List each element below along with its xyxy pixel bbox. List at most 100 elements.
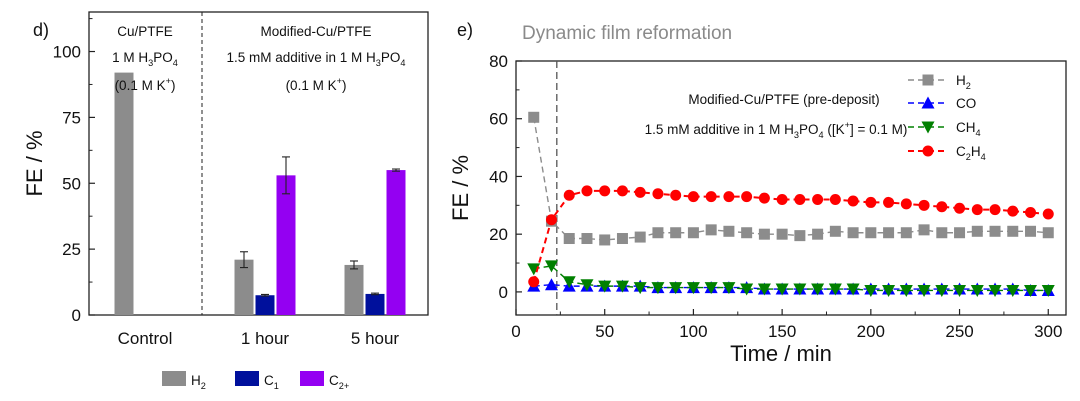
- point-ch4: [775, 283, 789, 296]
- point-h2: [528, 111, 540, 123]
- point-ch4: [917, 284, 931, 297]
- point-h2: [971, 225, 983, 237]
- point-c2h4: [758, 192, 770, 204]
- bar-c2+-2: [386, 170, 406, 315]
- legend-label-c1: C1: [264, 373, 279, 391]
- y-tick-label-e-part: 20: [489, 225, 508, 244]
- y-tick-label-e-part: 40: [489, 167, 508, 186]
- annotation-left-title-part: Cu/PTFE: [117, 24, 173, 39]
- point-ch4: [669, 282, 683, 295]
- point-c2h4: [989, 204, 1001, 216]
- legend-swatch-h2: [162, 371, 186, 386]
- legend-label-h2-part: 2: [201, 381, 206, 391]
- annotation-right-line3: (0.1 M K+): [286, 76, 347, 93]
- point-h2: [616, 233, 628, 245]
- annotation-e-line2-part: 4: [819, 130, 824, 140]
- point-c2h4: [599, 185, 611, 197]
- annotation-left-line2-part: 3: [148, 58, 153, 68]
- point-h2: [599, 234, 611, 246]
- x-tick-label-e-part: 50: [595, 322, 614, 341]
- x-tick-label-e: 250: [945, 322, 973, 341]
- point-h2: [634, 231, 646, 243]
- legend-label-h2: H2: [191, 373, 206, 391]
- point-h2: [794, 230, 806, 242]
- point-ch4: [1041, 284, 1055, 297]
- legend-label-ch4-part: 4: [976, 128, 981, 138]
- legend-label-c2h4: C2H4: [956, 144, 986, 162]
- x-axis-title-e: Time / min: [730, 341, 832, 366]
- legend-label-h2-part: H: [191, 373, 201, 388]
- y-tick-label-d: 50: [62, 174, 81, 193]
- legend-label-c2+-part: C: [329, 373, 339, 388]
- bar-h2-2: [344, 264, 364, 315]
- annotation-right-line2-part: 3: [376, 58, 381, 68]
- point-ch4: [704, 282, 718, 295]
- point-h2: [883, 227, 895, 239]
- y-tick-label-d-part: 75: [62, 108, 81, 127]
- point-ch4: [740, 283, 754, 296]
- series-line-ch4: [533, 265, 1049, 292]
- point-c2h4: [687, 191, 699, 203]
- point-co: [544, 278, 558, 291]
- y-tick-label-e: 20: [489, 225, 508, 244]
- annotation-e-line2-part: ] = 0.1 M): [850, 122, 907, 137]
- x-tick-label-e-part: 150: [768, 322, 796, 341]
- bar-c2+-1: [276, 175, 296, 315]
- bar-h2-1: [234, 259, 254, 315]
- legend-label-c2h4-part: 4: [981, 152, 986, 162]
- point-c2h4: [545, 214, 557, 226]
- point-h2: [652, 227, 664, 239]
- legend-marker-co: [921, 96, 935, 109]
- annotation-left-line2-part: 1 M H: [112, 50, 148, 65]
- point-ch4: [686, 282, 700, 295]
- annotation-e-line2-part: ([K: [824, 122, 845, 137]
- point-c2h4: [865, 196, 877, 208]
- point-ch4: [864, 284, 878, 297]
- legend-label-co: CO: [956, 96, 976, 111]
- point-h2: [705, 224, 717, 236]
- y-tick-label-e-part: 0: [499, 283, 508, 302]
- point-h2: [1042, 227, 1054, 239]
- y-tick-label-d-part: 25: [62, 240, 81, 259]
- point-h2: [865, 227, 877, 239]
- x-category-label-d: 5 hour: [351, 329, 400, 348]
- point-h2: [954, 227, 966, 239]
- x-axis-title-e-part: Time / min: [730, 341, 832, 366]
- y-tick-label-d: 100: [53, 43, 81, 62]
- annotation-left-title: Cu/PTFE: [117, 24, 173, 39]
- point-ch4: [562, 276, 576, 289]
- x-tick-label-e: 150: [768, 322, 796, 341]
- point-h2: [776, 228, 788, 240]
- point-h2: [563, 233, 575, 245]
- point-ch4: [722, 282, 736, 295]
- y-tick-label-d: 0: [72, 306, 81, 325]
- point-c2h4: [812, 194, 824, 206]
- annotation-e-line2-part: 1.5 mM additive in 1 M H: [645, 122, 794, 137]
- point-h2: [723, 225, 735, 237]
- point-ch4: [615, 280, 629, 293]
- point-c2h4: [670, 189, 682, 201]
- legend-label-co-part: CO: [956, 96, 976, 111]
- point-h2: [936, 227, 948, 239]
- legend-label-c2+-part: 2+: [339, 381, 349, 391]
- point-ch4: [846, 283, 860, 296]
- point-c2h4: [847, 195, 859, 207]
- y-tick-label-d-part: 100: [53, 43, 81, 62]
- point-h2: [918, 224, 930, 236]
- point-c2h4: [634, 186, 646, 198]
- x-category-label-d: 1 hour: [241, 329, 290, 348]
- bar-c1-1: [255, 295, 275, 315]
- y-tick-label-e: 0: [499, 283, 508, 302]
- x-tick-label-e: 0: [511, 322, 520, 341]
- x-category-label-d-part: Control: [118, 329, 173, 348]
- bar-h2-0: [114, 72, 134, 315]
- point-c2h4: [918, 199, 930, 211]
- point-h2: [1007, 225, 1019, 237]
- annotation-right-line2-part: 4: [400, 58, 405, 68]
- series-line-c2h4: [532, 189, 1049, 283]
- point-ch4: [811, 283, 825, 296]
- point-ch4: [651, 282, 665, 295]
- legend-label-c1-part: 1: [274, 381, 279, 391]
- point-c2h4: [971, 204, 983, 216]
- point-ch4: [793, 283, 807, 296]
